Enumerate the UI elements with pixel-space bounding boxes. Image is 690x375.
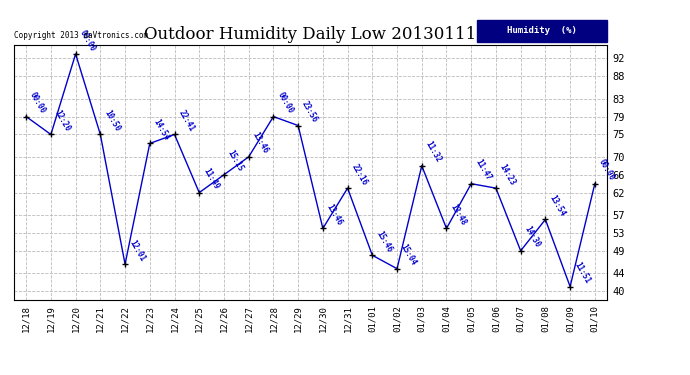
Text: 10:50: 10:50 xyxy=(102,109,121,133)
Title: Outdoor Humidity Daily Low 20130111: Outdoor Humidity Daily Low 20130111 xyxy=(144,27,477,44)
Text: 15:46: 15:46 xyxy=(374,230,394,254)
Text: 11:49: 11:49 xyxy=(201,167,221,191)
Text: 14:30: 14:30 xyxy=(522,225,542,249)
Text: 23:56: 23:56 xyxy=(300,100,319,124)
Text: 22:16: 22:16 xyxy=(350,162,369,187)
Text: 11:51: 11:51 xyxy=(572,261,591,285)
Text: Humidity  (%): Humidity (%) xyxy=(507,27,577,36)
Text: 00:00: 00:00 xyxy=(77,28,97,53)
Text: 15:15: 15:15 xyxy=(226,149,246,173)
Text: 00:00: 00:00 xyxy=(597,158,616,182)
Text: 00:00: 00:00 xyxy=(275,91,295,115)
Text: 11:32: 11:32 xyxy=(424,140,443,165)
Text: 14:23: 14:23 xyxy=(498,162,518,187)
Text: 14:54: 14:54 xyxy=(152,117,171,142)
Text: 13:48: 13:48 xyxy=(448,202,468,227)
Text: 12:01: 12:01 xyxy=(127,238,146,263)
Text: 13:46: 13:46 xyxy=(325,202,344,227)
Text: 13:46: 13:46 xyxy=(250,131,270,156)
Text: 22:41: 22:41 xyxy=(177,109,196,133)
Text: 11:47: 11:47 xyxy=(473,158,493,182)
Text: 00:00: 00:00 xyxy=(28,91,48,115)
Bar xyxy=(477,20,607,42)
Text: 15:04: 15:04 xyxy=(399,243,418,267)
Text: 12:20: 12:20 xyxy=(53,109,72,133)
Text: 13:54: 13:54 xyxy=(547,194,566,218)
Text: Copyright 2013 daVtronics.com: Copyright 2013 daVtronics.com xyxy=(14,31,148,40)
